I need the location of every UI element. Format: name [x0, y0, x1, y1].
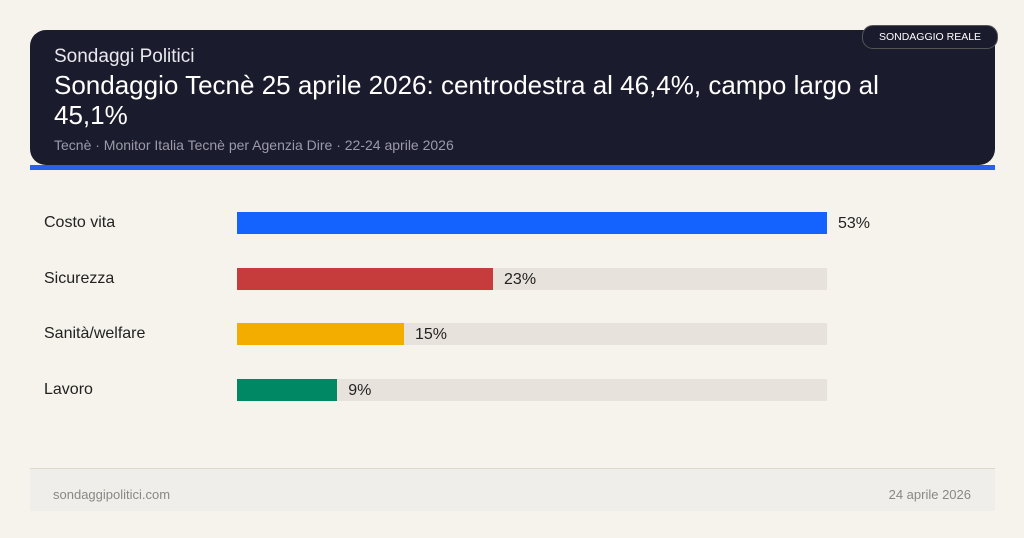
value-label: 9% — [348, 382, 372, 399]
value-label: 53% — [838, 215, 871, 232]
subtitle: Tecnè · Monitor Italia Tecnè per Agenzia… — [54, 137, 454, 153]
bar-row: Costo vita 53% — [0, 212, 1024, 234]
category-label: Sicurezza — [44, 270, 115, 287]
category-label: Lavoro — [44, 381, 93, 398]
bar-track — [237, 379, 827, 401]
bar — [237, 268, 494, 290]
bar-row: Lavoro 9% — [0, 379, 1024, 401]
footer-site: sondaggipolitici.com — [53, 487, 171, 502]
category-label: Costo vita — [44, 214, 116, 231]
bar-row: Sanità/welfare 15% — [0, 323, 1024, 345]
bar-track — [237, 268, 827, 290]
bar — [237, 379, 338, 401]
brand-name: Sondaggi Politici — [54, 46, 195, 67]
bar — [237, 323, 404, 345]
bar-track — [237, 323, 827, 345]
header-panel: Sondaggi Politici Sondaggio Tecnè 25 apr… — [30, 30, 995, 165]
bar-track — [237, 212, 827, 234]
footer-date: 24 aprile 2026 — [888, 487, 971, 502]
bar-row: Sicurezza 23% — [0, 268, 1024, 290]
value-label: 15% — [414, 326, 447, 343]
category-label: Sanità/welfare — [44, 325, 146, 342]
footer: sondaggipolitici.com 24 aprile 2026 — [30, 468, 995, 511]
value-label: 23% — [504, 271, 537, 288]
bar — [237, 212, 827, 234]
page-title: Sondaggio Tecnè 25 aprile 2026: centrode… — [54, 70, 879, 130]
accent-divider — [30, 165, 995, 170]
status-badge: SONDAGGIO REALE — [862, 25, 998, 49]
